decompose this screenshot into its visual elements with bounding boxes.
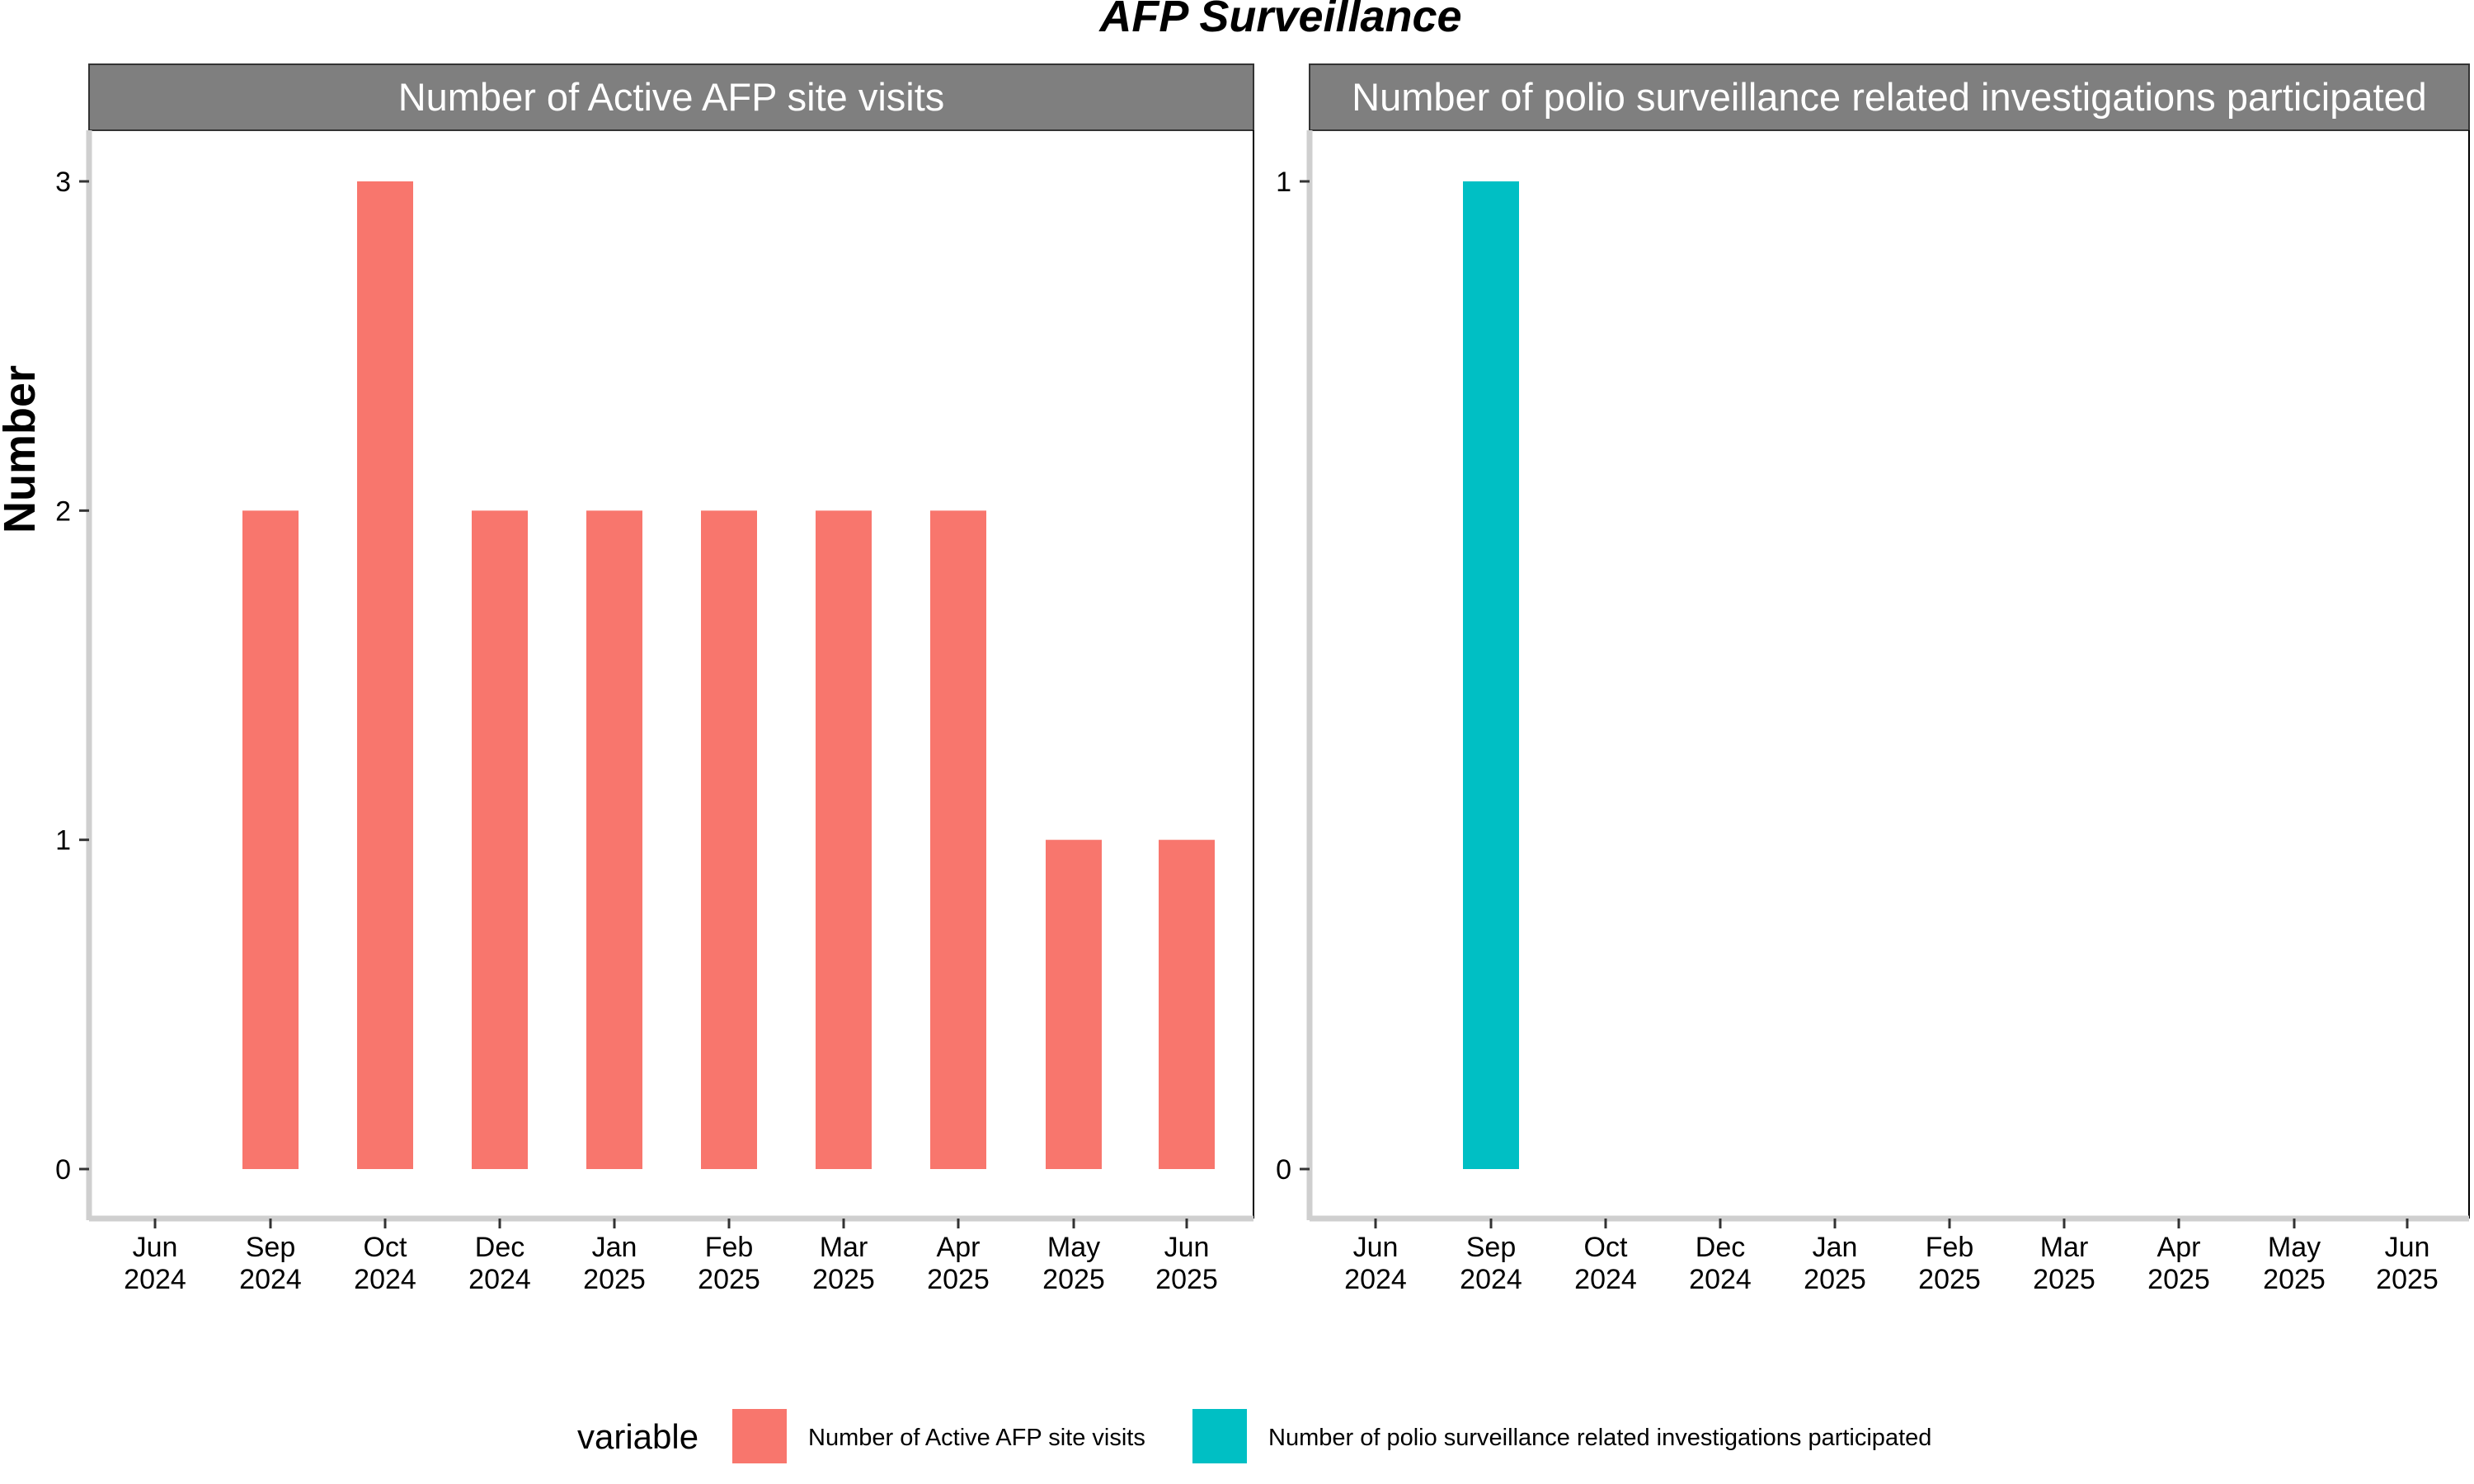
x-tick-label: May 2025 xyxy=(2263,1232,2326,1295)
chart-title: AFP Surveillance xyxy=(1098,0,1461,41)
x-tick-label: Dec 2024 xyxy=(1689,1232,1752,1295)
y-tick-label: 0 xyxy=(55,1154,71,1186)
x-tick-label: Feb 2025 xyxy=(698,1232,760,1295)
x-tick-label: Jun 2024 xyxy=(124,1232,186,1295)
legend-key xyxy=(732,1409,787,1463)
x-tick-label: Jun 2024 xyxy=(1344,1232,1407,1295)
facet-strip-label: Number of Active AFP site visits xyxy=(398,75,945,119)
bar-2025-02 xyxy=(701,510,757,1169)
bar-2025-05 xyxy=(1046,839,1102,1169)
bar-2024-10 xyxy=(357,181,413,1169)
x-tick-label: Oct 2024 xyxy=(354,1232,416,1295)
x-tick-label: Jun 2025 xyxy=(2376,1232,2439,1295)
facet-strip-label: Number of polio surveillance related inv… xyxy=(1352,75,2427,119)
x-tick-label: Sep 2024 xyxy=(1460,1232,1522,1295)
facet-panels: Number of Active AFP site visits 0 1 2 3 Jun 2… xyxy=(55,63,2470,1295)
y-axis-label: Number xyxy=(0,365,45,533)
facet-strip xyxy=(88,63,1254,131)
x-tick-label: Mar 2025 xyxy=(2033,1232,2095,1295)
x-tick-label: Feb 2025 xyxy=(1918,1232,1981,1295)
bar-2025-03 xyxy=(816,510,872,1169)
x-tick-label: Jan 2025 xyxy=(1804,1232,1866,1295)
bar-2025-04 xyxy=(930,510,986,1169)
x-tick-label: May 2025 xyxy=(1042,1232,1105,1295)
y-tick-label: 1 xyxy=(1276,167,1291,198)
x-tick-label: Mar 2025 xyxy=(812,1232,875,1295)
legend-item-2: Number of polio surveillance related inv… xyxy=(1192,1409,1931,1463)
panel-2: Number of polio surveillance related inv… xyxy=(1276,63,2470,1295)
x-tick-label: Apr 2025 xyxy=(927,1232,990,1295)
legend-label: Number of Active AFP site visits xyxy=(808,1425,1145,1451)
x-tick-label: Sep 2024 xyxy=(239,1232,302,1295)
legend-key xyxy=(1192,1409,1247,1463)
bar-2024-12 xyxy=(472,510,528,1169)
x-tick-label: Jun 2025 xyxy=(1155,1232,1218,1295)
y-tick-label: 0 xyxy=(1276,1154,1291,1186)
bar-2025-01 xyxy=(586,510,642,1169)
y-tick-label: 3 xyxy=(55,167,71,198)
y-tick-label: 1 xyxy=(55,825,71,857)
legend-title: variable xyxy=(577,1417,698,1456)
x-tick-label: Apr 2025 xyxy=(2147,1232,2210,1295)
panel-1: Number of Active AFP site visits 0 1 2 3 Jun 2… xyxy=(55,63,1254,1295)
legend-label: Number of polio surveillance related inv… xyxy=(1268,1425,1931,1451)
x-tick-label: Jan 2025 xyxy=(583,1232,646,1295)
legend: variable Number of Active AFP site visit… xyxy=(577,1409,1931,1463)
bar-2025-06 xyxy=(1159,839,1215,1169)
x-tick-label: Dec 2024 xyxy=(468,1232,531,1295)
legend-item-1: Number of Active AFP site visits xyxy=(732,1409,1145,1463)
bar-2024-09 xyxy=(1463,181,1519,1169)
y-tick-label: 2 xyxy=(55,495,71,527)
bar-2024-09 xyxy=(242,510,299,1169)
x-tick-label: Oct 2024 xyxy=(1574,1232,1637,1295)
facet-strip xyxy=(1309,63,2470,131)
